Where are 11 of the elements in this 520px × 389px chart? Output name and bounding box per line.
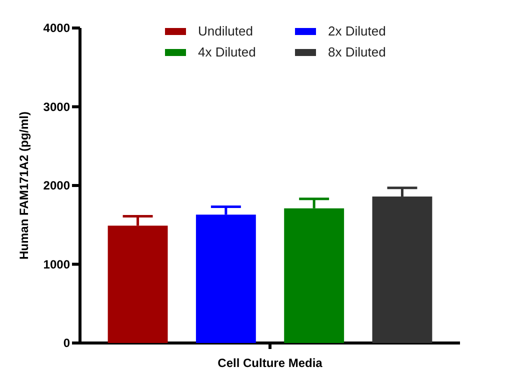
y-tick-label: 2000	[43, 178, 70, 193]
y-tick-label: 3000	[43, 100, 70, 114]
legend-label: 4x Diluted	[198, 44, 256, 60]
y-tick-label: 0	[63, 336, 70, 350]
y-tick-label: 1000	[43, 257, 70, 272]
legend-label: Undiluted	[198, 24, 253, 39]
legend-label: 8x Diluted	[328, 44, 386, 60]
y-tick-label: 4000	[43, 21, 70, 36]
legend-label: 2x Diluted	[328, 24, 386, 39]
x-axis-title: Cell Culture Media	[218, 356, 323, 370]
y-axis-title: Human FAM171A2 (pg/ml)	[17, 111, 31, 260]
